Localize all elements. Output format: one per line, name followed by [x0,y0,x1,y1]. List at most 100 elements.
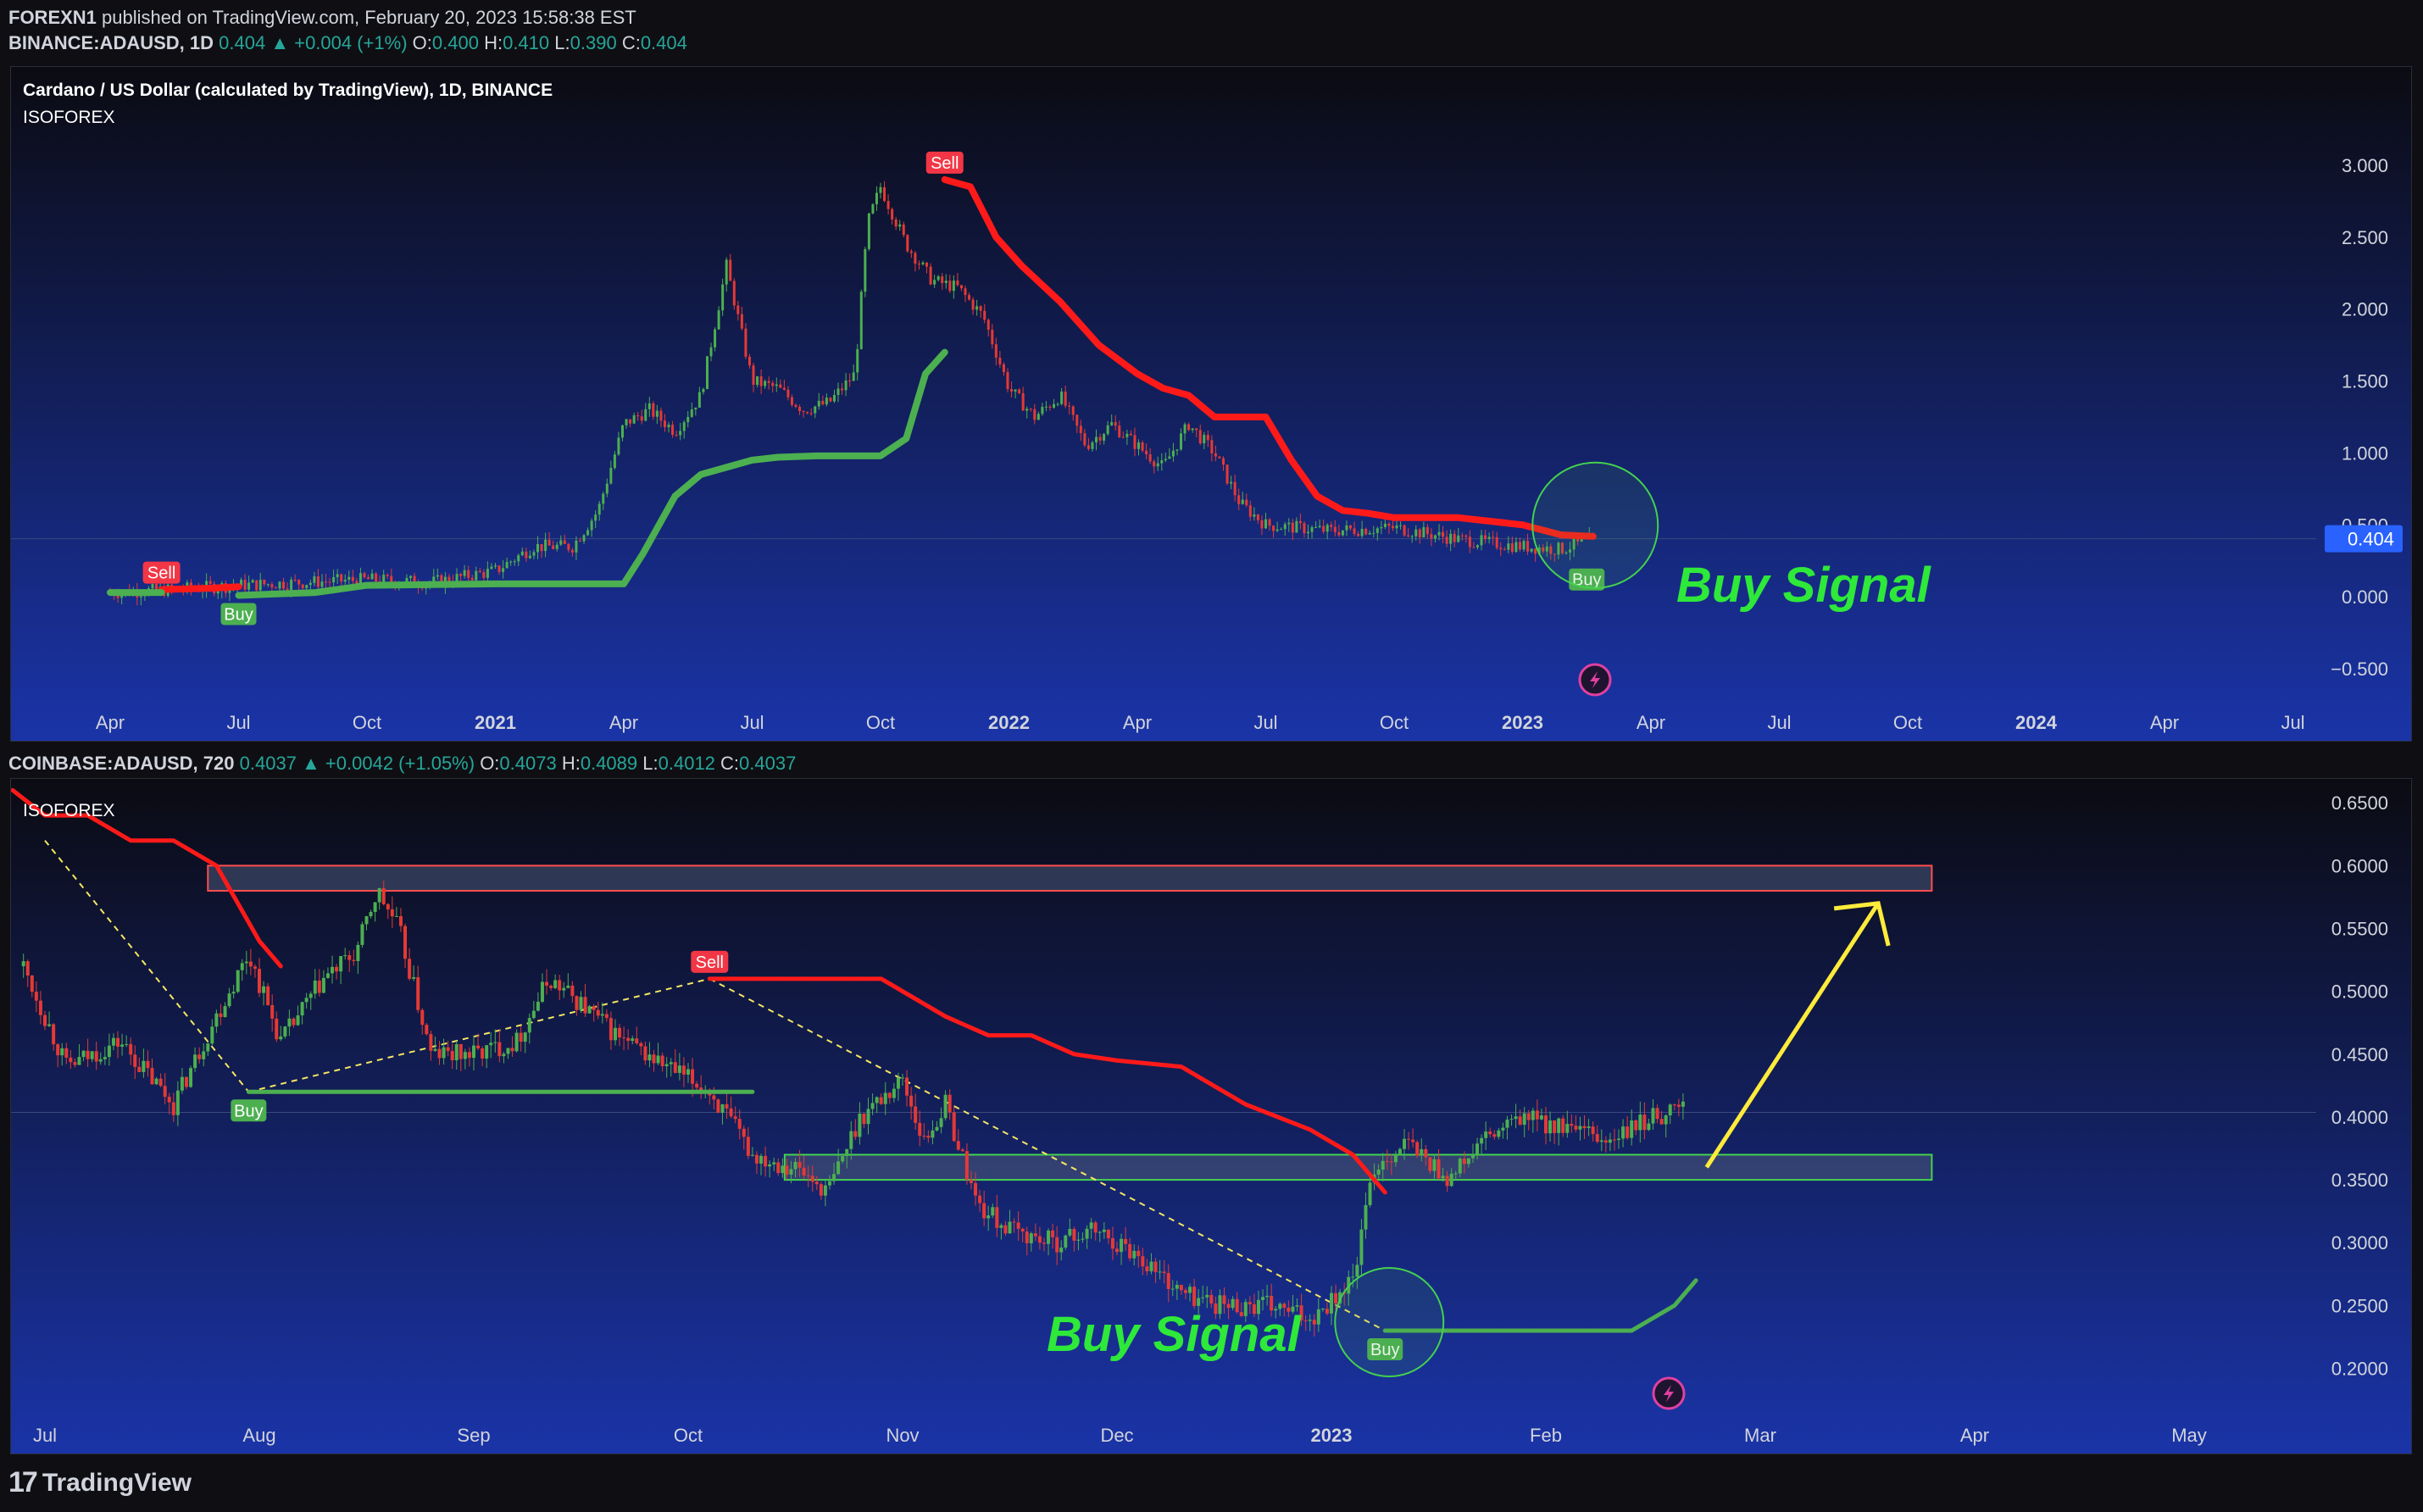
top-candle-body [1125,433,1129,437]
bot-candle-body [331,966,335,974]
bot-candle-body [1316,1309,1320,1325]
top-candle-body [652,403,655,417]
bot-candle-body [613,1027,617,1041]
top-candle-body [482,572,486,578]
top-candle-body [1391,525,1394,529]
bot-candle-body [77,1057,81,1065]
top-candle-body [725,259,728,285]
bot-candle-body [321,977,325,993]
bottom-resistance-zone [207,864,1933,892]
bot-candle-body [360,924,364,945]
bot-candle-body [527,1018,531,1033]
bot-candle-body [1676,1104,1681,1107]
top-signal-buy-2-badge[interactable] [220,603,257,625]
bot-candle-body [669,1062,673,1065]
bot-candle-body [939,1118,943,1127]
bot-candle-body [540,981,544,1002]
top-price-tag[interactable] [2325,525,2403,553]
high-label: H: [484,32,503,53]
top-candle-body [747,356,751,366]
top-chart-svg[interactable]: Sell Buy Sell Buy Buy Signal 3.000 2.500 2.000 1… [11,67,2412,742]
top-candle-body [1499,548,1503,550]
bot-candle-body [253,966,257,970]
bot-candle-body [390,909,394,917]
top-signal-sell-3-badge[interactable] [925,151,964,174]
bot-candle-body [523,1032,527,1042]
top-candle-body [782,387,786,390]
bot-candle-body [1325,1309,1329,1314]
bot-candle-body [742,1128,746,1137]
bot-candle-body [356,944,360,961]
top-candle-body [1133,435,1136,449]
bottom-chart-panel[interactable]: Buy Sell Buy Buy Signal 0.6500 0.6000 0.5500 0.… [10,778,2412,1454]
top-candle-body [1268,519,1271,526]
top-candle-body [1480,535,1483,546]
top-candle-body [243,580,247,590]
bot-candle-body [1098,1231,1102,1233]
top-candle-body [721,284,725,311]
top-buy-signal-circle [1531,461,1659,589]
bot-y-tick-label: 0.5500 [2331,919,2388,940]
bot-candle-body [1081,1238,1085,1240]
symbol-label[interactable]: BINANCE:ADAUSD, 1D [8,32,214,53]
bot-candle-body [463,1052,467,1059]
bot-candle-body [991,1207,995,1216]
bot-candle-body [1526,1113,1531,1120]
publisher-name[interactable]: FOREXN1 [8,7,97,28]
top-candle-body [293,579,297,581]
top-indicator-name[interactable]: ISOFOREX [23,108,115,127]
top-candle-body [301,584,304,588]
bot-candle-body [1376,1169,1381,1175]
top-candle-body [891,208,894,220]
bot-candle-body [1557,1118,1561,1133]
bot-candle-body [892,1088,896,1098]
bot-candle-body [1231,1298,1235,1309]
bot-signal-sell-2-badge[interactable] [691,950,729,973]
bot-signal-buy-1-badge[interactable] [231,1099,267,1122]
bot-candle-body [133,1054,137,1067]
top-candle-body [705,356,709,390]
bot-candle-body [814,1181,819,1185]
bot-candle-body [858,1114,862,1137]
bot-candle-body [776,1162,781,1174]
bottom-symbol-label[interactable]: COINBASE:ADAUSD, 720 [8,753,235,774]
top-candle-body [247,582,251,590]
bot-candle-body [664,1064,669,1067]
top-signal-sell-1-badge[interactable] [142,561,181,584]
top-candle-body [552,545,555,549]
bot-signal-buy-3-badge[interactable] [1367,1338,1403,1361]
bot-candle-body [545,981,549,986]
top-candle-body [802,411,805,413]
top-candle-body [278,581,281,589]
bot-candle-body [609,1018,613,1041]
top-candle-body [679,431,682,436]
top-chart-panel[interactable]: Sell Buy Sell Buy Buy Signal 3.000 2.500 2.000 1… [10,66,2412,742]
bot-candle-body [223,1006,227,1017]
bot-candle-body [202,1051,206,1059]
bot-candle-body [189,1068,193,1087]
bot-candle-body [566,985,570,988]
bot-candle-body [720,1103,725,1113]
bot-candle-body [1659,1119,1664,1125]
bot-candle-body [1132,1250,1136,1259]
top-candle-body [991,330,994,345]
tradingview-footer[interactable]: 17 TradingView [8,1466,192,1499]
bot-candle-body [184,1076,188,1087]
bot-candle-body [86,1050,90,1059]
bot-candle-body [43,1014,47,1026]
top-candle-body [1507,543,1510,550]
bot-candle-body [974,1182,978,1196]
bot-candle-body [146,1060,150,1069]
bot-candle-body [446,1047,450,1052]
top-candle-body [1103,434,1106,441]
bot-candle-body [193,1054,197,1069]
bot-candle-body [69,1057,73,1063]
bottom-chart-svg[interactable]: Buy Sell Buy Buy Signal 0.6500 0.6000 0.5500 0.… [11,779,2412,1454]
last-price: 0.404 [219,32,266,53]
bot-candle-body [995,1207,999,1228]
bottom-indicator-name[interactable]: ISOFOREX [23,801,115,820]
top-candle-body [525,551,528,559]
top-candle-body [1021,392,1025,411]
top-y-tick-label: −0.500 [2331,659,2388,680]
bot-candle-body [90,1051,94,1059]
